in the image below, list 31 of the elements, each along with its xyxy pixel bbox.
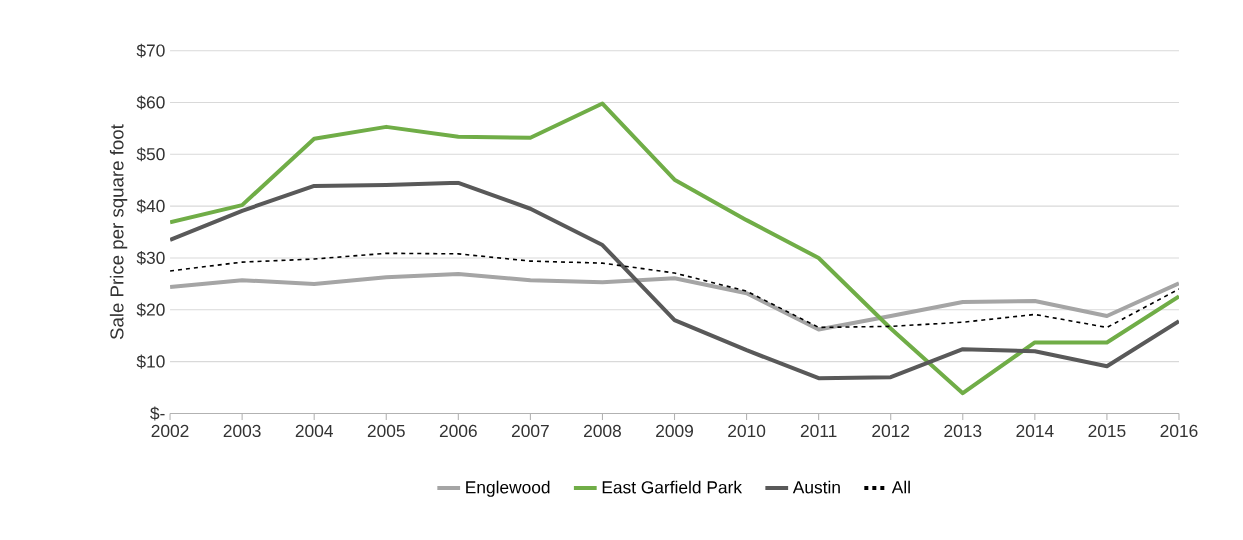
x-tick-label: 2005 (367, 424, 405, 438)
y-tick-label: $70 (136, 43, 165, 58)
x-tick-label: 2015 (1088, 424, 1126, 438)
y-tick-label: $50 (136, 147, 165, 162)
y-tick-label: $20 (136, 302, 165, 317)
y-tick-label: $30 (136, 250, 165, 265)
x-tick-label: 2008 (584, 424, 621, 438)
x-tick-label: 2014 (1016, 424, 1054, 438)
x-tick-label: 2006 (439, 424, 477, 438)
x-tick-label: 2002 (151, 424, 189, 438)
y-tick-label: $40 (136, 199, 165, 214)
x-tick-label: 2012 (872, 424, 910, 438)
legend-label: All (891, 480, 910, 494)
y-axis-title: Sale Price per square foot (109, 124, 128, 340)
x-tick-label: 2016 (1160, 424, 1198, 438)
y-tick-label: $60 (136, 95, 165, 110)
line-series (170, 180, 1179, 381)
y-tick-label: $10 (136, 354, 165, 369)
legend-label: Austin (792, 480, 840, 494)
y-tick-label: $- (150, 406, 165, 421)
legend-label: Englewood (466, 480, 550, 497)
x-tick-label: 2011 (800, 424, 837, 438)
x-tick-label: 2004 (295, 424, 333, 438)
x-tick-label: 2007 (511, 424, 549, 438)
line-series (170, 271, 1179, 332)
x-tick-label: 2013 (944, 424, 982, 438)
line-series (170, 101, 1179, 396)
x-tick-label: 2010 (728, 424, 766, 438)
x-tick-label: 2009 (656, 424, 693, 438)
legend-label: East Garfield Park (602, 480, 743, 494)
x-tick-label: 2003 (223, 424, 261, 438)
